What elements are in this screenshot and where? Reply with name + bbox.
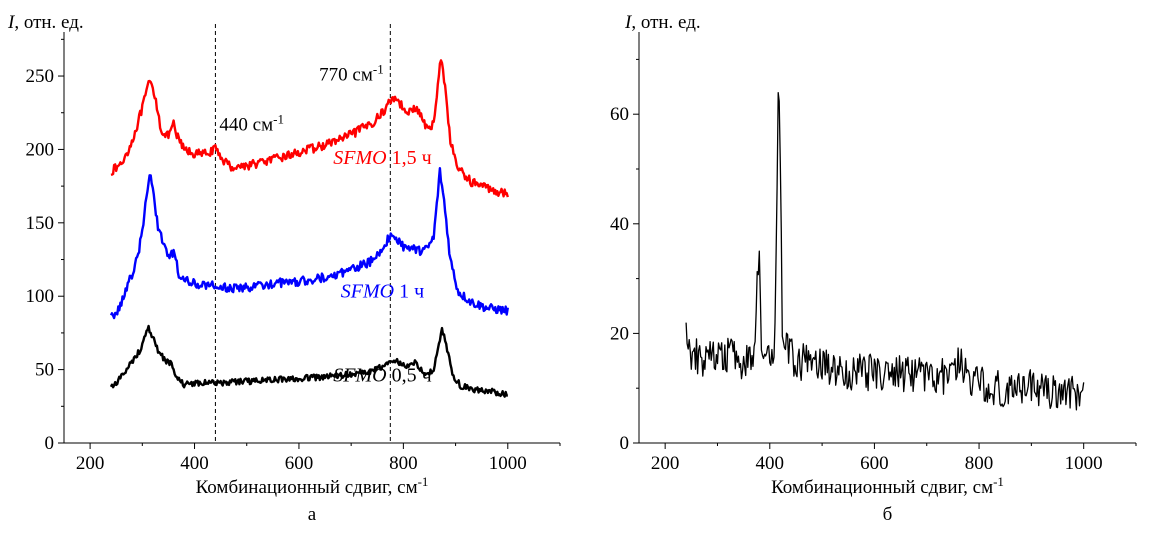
x-tick-label: 800 [965, 453, 994, 474]
series-label: SFMO 1 ч [341, 281, 424, 303]
x-tick-label: 600 [285, 453, 314, 474]
y-axis-label: I, отн. ед. [7, 12, 84, 33]
series-label: SFMO 0,5 ч [333, 364, 431, 386]
x-tick-label: 200 [651, 453, 680, 474]
y-tick-label: 200 [26, 139, 55, 160]
series-line [109, 324, 509, 398]
x-tick-label: 200 [76, 453, 105, 474]
annotation-label: 440 см-1 [219, 111, 284, 136]
y-tick-label: 0 [620, 433, 630, 454]
y-tick-label: 40 [610, 214, 629, 235]
y-axis-label: I, отн. ед. [624, 12, 701, 33]
x-tick-label: 1000 [489, 453, 527, 474]
series-line [685, 92, 1085, 411]
y-tick-label: 150 [26, 213, 55, 234]
x-tick-label: 1000 [1065, 453, 1103, 474]
x-tick-label: 400 [180, 453, 209, 474]
x-axis-label: Комбинационный сдвиг, см-1 [196, 474, 429, 499]
annotation-label: 770 см-1 [319, 61, 384, 86]
y-tick-label: 60 [610, 104, 629, 125]
panel-label: б [883, 504, 893, 525]
x-axis-label: Комбинационный сдвиг, см-1 [771, 474, 1004, 499]
panel-label: а [308, 504, 317, 525]
x-tick-label: 600 [860, 453, 889, 474]
chart-panel-1: 200 400 600 800 1000 0 50 100 150 200 250 I, отн. е… [7, 12, 561, 525]
y-tick-label: 50 [35, 360, 54, 381]
y-tick-label: 250 [26, 66, 55, 87]
y-tick-label: 0 [45, 433, 55, 454]
x-tick-label: 800 [389, 453, 418, 474]
x-tick-label: 400 [756, 453, 785, 474]
series-label: SFMO 1,5 ч [333, 147, 431, 169]
series-line [109, 167, 509, 320]
series-line [110, 59, 509, 198]
y-tick-label: 100 [26, 286, 55, 307]
y-tick-label: 20 [610, 323, 629, 344]
chart-panel-2: 200 400 600 800 1000 0 20 40 60 I, отн. ед. Комбин… [610, 12, 1137, 525]
